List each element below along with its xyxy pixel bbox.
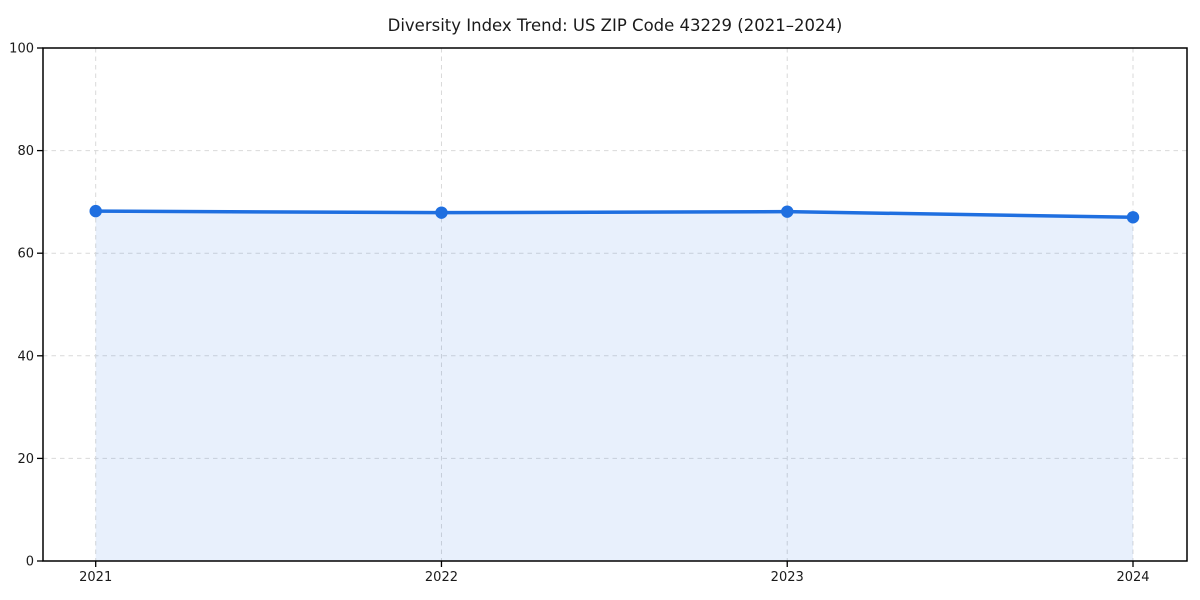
y-tick-label: 40 xyxy=(17,349,34,364)
series-area-fill xyxy=(95,211,1134,561)
chart-title: Diversity Index Trend: US ZIP Code 43229… xyxy=(388,16,843,35)
y-tick-label: 100 xyxy=(9,42,34,57)
x-tick-label: 2022 xyxy=(425,570,458,585)
area-fill xyxy=(95,211,1134,561)
tick-labels: 0 20 40 60 80 100 2021 2022 2023 2024 xyxy=(9,42,1149,586)
gridlines xyxy=(43,48,1187,561)
y-tick-label: 80 xyxy=(17,144,34,159)
y-tick-label: 0 xyxy=(26,555,34,570)
x-tick-label: 2024 xyxy=(1116,570,1149,585)
data-series xyxy=(89,204,1140,224)
series-line xyxy=(93,209,1135,220)
data-point-marker xyxy=(1126,211,1140,224)
y-tick-label: 20 xyxy=(17,452,34,467)
x-tick-label: 2021 xyxy=(79,570,112,585)
data-point-marker xyxy=(435,206,448,219)
axes-spines xyxy=(42,47,1188,562)
data-point-marker xyxy=(89,204,102,218)
plot-border xyxy=(42,47,1188,562)
x-tick-label: 2023 xyxy=(771,570,804,585)
data-point-marker xyxy=(781,205,794,218)
y-tick-label: 60 xyxy=(17,247,34,262)
